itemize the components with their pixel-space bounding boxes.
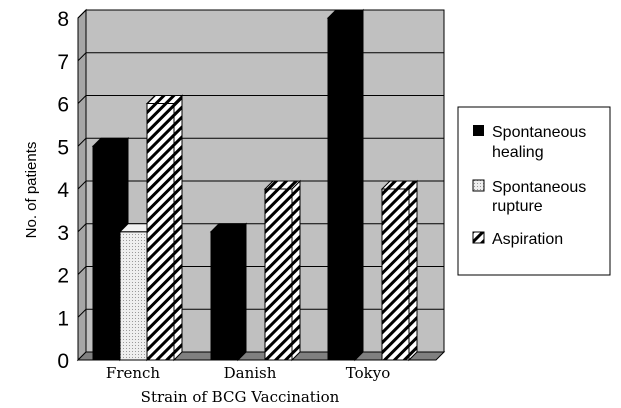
y-tick-label: 2 — [57, 265, 69, 288]
gridline-side — [77, 266, 87, 275]
legend-swatch-aspiration — [472, 231, 485, 244]
bar-top — [380, 180, 419, 190]
legend-swatch-rupture — [472, 179, 485, 192]
legend-label-rupture-2: rupture — [492, 198, 543, 215]
y-tick-label: 1 — [57, 307, 69, 330]
bar-top — [326, 9, 365, 19]
bar-top — [91, 137, 130, 147]
x-axis-categories: French Danish Tokyo — [106, 364, 390, 382]
bar-front — [92, 145, 121, 361]
bar-front — [264, 188, 293, 361]
gridline-side — [77, 95, 87, 104]
legend-swatch-healing — [473, 125, 484, 136]
bar-front — [210, 231, 239, 361]
bar-front — [146, 103, 175, 361]
bars — [91, 8, 419, 362]
bar-top — [145, 95, 184, 104]
y-tick-label: 4 — [57, 179, 69, 202]
bar-aspiration-tokyo — [380, 179, 419, 362]
bar-side — [237, 222, 247, 362]
gridline-side — [77, 137, 87, 147]
y-axis-ticks: 0 1 2 3 4 5 6 7 8 — [57, 8, 69, 373]
y-tick-label: 7 — [57, 51, 69, 74]
x-category-label: French — [106, 364, 161, 382]
legend-label-healing-1: Spontaneous — [492, 124, 586, 141]
gridline-side — [77, 180, 87, 190]
bar-aspiration-french — [145, 94, 184, 362]
gridline-side — [77, 308, 87, 318]
legend-label-aspiration: Aspiration — [492, 231, 563, 248]
bar-side — [354, 8, 364, 362]
bar-side — [173, 94, 183, 362]
x-category-label: Tokyo — [346, 364, 390, 382]
gridline-side — [77, 9, 87, 19]
x-category-label: Danish — [224, 364, 277, 382]
legend: Spontaneous healing Spontaneous rupture … — [457, 106, 611, 276]
bar-side — [408, 179, 418, 362]
y-tick-label: 3 — [57, 222, 69, 245]
y-tick-label: 0 — [57, 350, 69, 373]
y-axis-title: No. of patients — [23, 142, 40, 239]
bar-healing-tokyo — [326, 8, 365, 362]
bar-top — [263, 180, 302, 190]
bar-front — [119, 231, 148, 361]
x-axis-title: Strain of BCG Vaccination — [141, 388, 340, 406]
legend-label-healing-2: healing — [492, 144, 544, 161]
y-tick-label: 5 — [57, 136, 69, 159]
bar-healing-danish — [209, 222, 248, 362]
y-tick-label: 6 — [57, 94, 69, 117]
gridline-side — [77, 223, 87, 233]
bar-front — [327, 17, 356, 361]
legend-label-rupture-1: Spontaneous — [492, 179, 586, 196]
y-tick-label: 8 — [57, 8, 69, 31]
bar-front — [381, 188, 410, 361]
bar-aspiration-danish — [263, 179, 302, 362]
bar-side — [291, 179, 301, 362]
gridline-side — [77, 52, 87, 62]
bar-top — [209, 223, 248, 233]
